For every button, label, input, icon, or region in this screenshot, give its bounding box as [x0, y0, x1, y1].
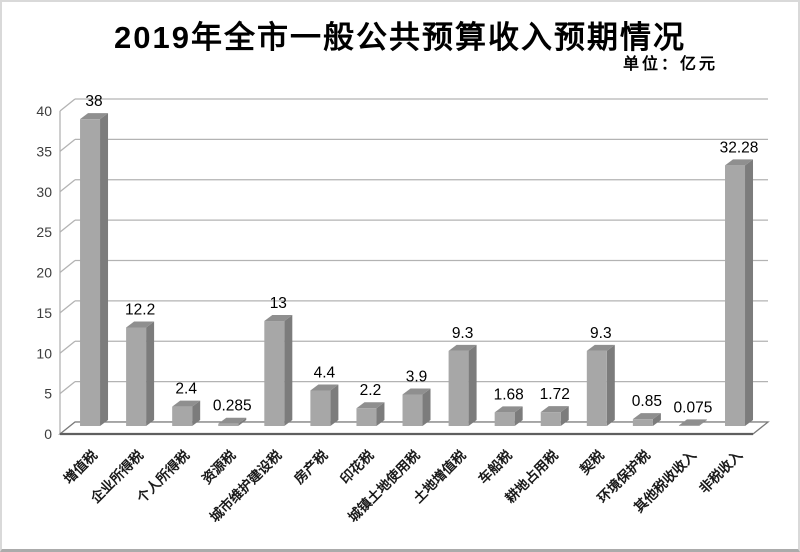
bar-value-label: 2.4 — [175, 381, 197, 398]
y-tick-label: 0 — [44, 426, 52, 442]
unit-label: 单位：亿元 — [622, 56, 718, 73]
chart-title: 2019年全市一般公共预算收入预期情况 — [114, 20, 686, 55]
x-category-label: 房产税 — [291, 446, 331, 486]
y-tick-connector — [59, 381, 76, 395]
bar-value-label: 9.3 — [452, 325, 474, 342]
bar-front-face — [172, 406, 193, 426]
bar-top-face — [402, 388, 431, 395]
y-tick-connector — [59, 98, 76, 112]
bar-value-label: 9.3 — [590, 325, 612, 342]
bar-top-face — [678, 419, 707, 426]
bar-top-face — [172, 400, 201, 407]
bar-top-face — [494, 406, 523, 413]
bar-side-face — [422, 388, 431, 426]
x-category-label: 资源税 — [198, 446, 238, 486]
bar-front-face — [678, 425, 699, 426]
x-category-label: 印花税 — [337, 446, 377, 486]
y-tick-connector — [59, 259, 76, 274]
y-tick-label: 40 — [36, 103, 52, 119]
bar-group: 32.28 非税收入 — [696, 139, 759, 496]
bar-top-face — [80, 113, 109, 120]
bar-front-face — [356, 408, 377, 426]
bar-side-face — [698, 419, 707, 426]
bar-front-face — [218, 423, 239, 426]
bar-value-label: 2.2 — [360, 382, 382, 399]
bar-front-face — [310, 390, 331, 426]
y-tick-label: 10 — [36, 345, 52, 361]
bar-top-face — [725, 159, 754, 166]
bar-value-label: 1.68 — [494, 386, 524, 403]
bar-front-face — [402, 394, 423, 426]
bar-top-face — [632, 413, 661, 420]
y-tick-connector — [59, 300, 76, 314]
bar-value-label: 13 — [270, 295, 287, 312]
bar-side-face — [100, 113, 109, 427]
x-category-label: 契税 — [576, 446, 607, 477]
bar-front-face — [494, 412, 515, 426]
bar-side-face — [560, 406, 569, 426]
y-tick-label: 25 — [36, 224, 52, 240]
bar-top-face — [218, 417, 247, 424]
bar-side-face — [745, 159, 754, 427]
bar-side-face — [146, 321, 155, 426]
bar-front-face — [126, 327, 147, 426]
bar-front-face — [264, 321, 285, 426]
y-tick-connector — [59, 340, 76, 354]
bar-side-face — [514, 406, 523, 426]
bar-top-face — [310, 384, 339, 391]
bar-front-face — [586, 350, 607, 426]
bar-front-face — [540, 412, 561, 426]
x-category-label: 增值税 — [60, 446, 100, 486]
bar-side-face — [330, 384, 339, 426]
bar-front-face — [80, 119, 101, 427]
bar-value-label: 0.075 — [674, 399, 713, 416]
bar-group: 1.68 车船税 — [475, 386, 524, 486]
bar-front-face — [725, 165, 746, 427]
y-tick-label: 5 — [44, 386, 52, 402]
y-tick-label: 35 — [36, 143, 52, 159]
bar-side-face — [468, 344, 477, 426]
bar-value-label: 4.4 — [314, 364, 336, 381]
bar-group: 9.3 契税 — [576, 325, 615, 478]
bar-value-label: 0.285 — [213, 398, 252, 415]
bar-side-face — [376, 402, 385, 426]
bar-side-face — [652, 413, 661, 426]
x-category-label: 车船税 — [475, 446, 515, 486]
bar-value-label: 1.72 — [540, 386, 570, 403]
bar-front-face — [632, 419, 653, 426]
bar-top-face — [448, 344, 477, 351]
bar-front-face — [448, 350, 469, 426]
bar-side-face — [192, 400, 201, 426]
bar-value-label: 38 — [85, 93, 102, 110]
x-category-label: 非税收入 — [696, 446, 746, 496]
bar-side-face — [606, 344, 615, 426]
bar-top-face — [356, 402, 385, 409]
bar-top-face — [126, 321, 155, 328]
bar-group: 0.285 资源税 — [198, 398, 251, 487]
y-tick-label: 15 — [36, 305, 52, 321]
bar-top-face — [586, 344, 615, 351]
bar-top-face — [540, 406, 569, 413]
y-tick-connector — [59, 138, 76, 152]
y-tick-connector — [59, 179, 76, 193]
bar-value-label: 12.2 — [125, 301, 155, 318]
y-tick-label: 30 — [36, 184, 52, 200]
bar-side-face — [284, 315, 293, 426]
bar-value-label: 0.85 — [632, 393, 662, 410]
bar-value-label: 3.9 — [406, 369, 428, 386]
bar-value-label: 32.28 — [720, 139, 759, 156]
y-tick-label: 20 — [36, 265, 52, 281]
y-tick-connector — [59, 219, 76, 233]
bar-top-face — [264, 315, 293, 322]
bar-side-face — [238, 417, 247, 426]
